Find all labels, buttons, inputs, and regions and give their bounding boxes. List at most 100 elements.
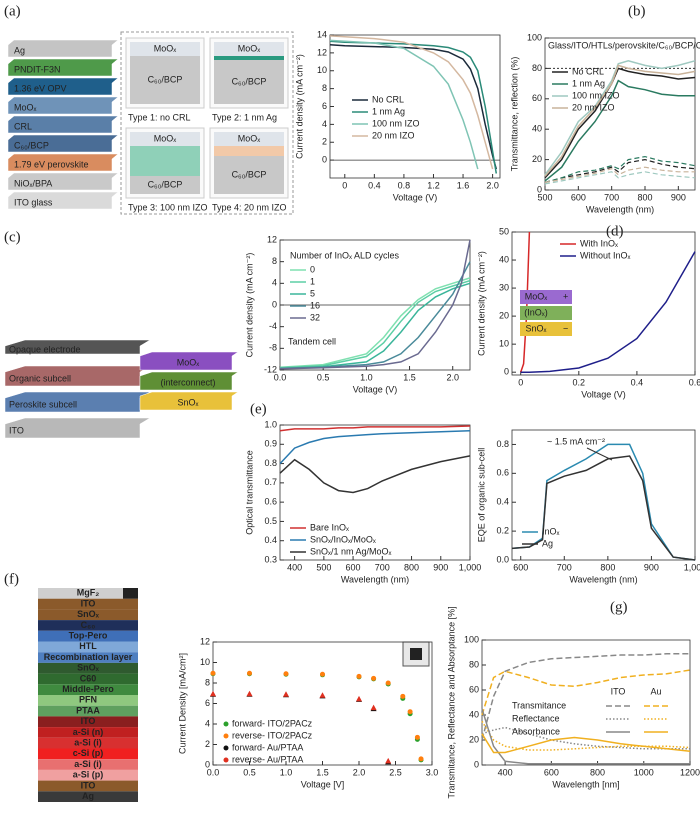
- inset-layer: [520, 306, 572, 320]
- layer-label: ITO: [81, 716, 96, 726]
- stack-layer: [4, 417, 151, 439]
- point: [356, 673, 362, 679]
- layer-label: 1.36 eV OPV: [14, 83, 67, 93]
- stack-layer: [38, 684, 138, 695]
- y-tick-label: 40: [499, 254, 509, 264]
- stack-layer: [38, 705, 138, 717]
- plot-frame: [511, 429, 696, 561]
- y-tick-label: 0: [474, 759, 479, 769]
- stack-layer: [4, 339, 151, 355]
- layer-label: SnOₓ: [178, 397, 199, 407]
- stack-layer: [7, 96, 119, 115]
- layer-label: C₆₀/BCP: [14, 140, 49, 150]
- legend-label: 20 nm IZO: [372, 130, 415, 140]
- layer-label: C₆₀/BCP: [232, 76, 267, 86]
- layer-label: Ag: [82, 791, 94, 801]
- stack-layer: [38, 791, 138, 802]
- inset-label: SnOₓ: [526, 323, 547, 333]
- c60-layer: [130, 176, 200, 194]
- y-tick-label: 2: [205, 739, 210, 749]
- x-tick-label: 0.2: [573, 377, 586, 387]
- c60-layer: [214, 156, 284, 194]
- series-line: [544, 60, 696, 176]
- series-line: [279, 455, 471, 494]
- x-tick-label: 600: [346, 562, 361, 572]
- y-tick-label: 0.5: [264, 516, 277, 526]
- layer-label: ITO: [81, 598, 96, 608]
- y-tick-label: 6: [322, 101, 327, 111]
- y-tick-label: 6: [205, 698, 210, 708]
- type-caption: Type 1: no CRL: [128, 112, 191, 122]
- x-tick-label: 0.5: [317, 372, 330, 382]
- legend-label: forward- ITO/2PACz: [232, 718, 313, 728]
- annotation: Tandem cell: [288, 336, 336, 346]
- device-photo-inner: [410, 648, 422, 660]
- y-tick-label: 2: [322, 137, 327, 147]
- x-tick-label: 800: [637, 192, 652, 202]
- series-line: [520, 251, 696, 373]
- y-tick-label: 80: [469, 659, 479, 669]
- layer-label: C₆₀: [81, 620, 96, 630]
- stack-layer: [38, 780, 138, 792]
- y-axis-label: Current density (mA cm⁻²): [476, 251, 486, 356]
- inset-layer: [520, 322, 572, 336]
- x-tick-label: 800: [600, 562, 615, 572]
- legend-label: Bare InOₓ: [310, 522, 349, 532]
- y-tick-label: 0.3: [264, 554, 277, 564]
- inset-layer: [520, 290, 572, 304]
- crl-layer: [130, 146, 200, 176]
- layer-label: C₆₀/BCP: [148, 179, 183, 189]
- stack-layer: [38, 695, 138, 706]
- crl-layer: [214, 146, 284, 156]
- plot-frame: [544, 37, 696, 191]
- layer-label: MoOₓ: [177, 357, 200, 367]
- stack-layer: [38, 716, 138, 728]
- x-tick-label: 1.5: [403, 372, 416, 382]
- y-tick-label: 0.2: [496, 525, 509, 535]
- interconnect-layer: [139, 391, 239, 411]
- legend-label: 5: [310, 288, 315, 298]
- point: [356, 695, 362, 702]
- y-tick-label: 0.7: [264, 477, 277, 487]
- x-tick-label: 1.2: [427, 180, 440, 190]
- y-tick-label: 0: [205, 759, 210, 769]
- point: [247, 670, 252, 676]
- y-tick-label: 0.6: [264, 497, 277, 507]
- x-tick-label: 700: [557, 562, 572, 572]
- series-line: [329, 39, 479, 170]
- point: [320, 671, 325, 677]
- x-tick-label: 0.4: [368, 180, 381, 190]
- layer-label: SnOₓ: [77, 609, 100, 619]
- series-line: [279, 277, 471, 369]
- y-tick-label: 0.6: [496, 468, 509, 478]
- side-label: Ag: [125, 588, 136, 598]
- stack-layer: [7, 172, 119, 191]
- layer-label: Recombination layer: [44, 652, 133, 662]
- y-tick-label: 0: [322, 155, 327, 165]
- panel-label: (e): [250, 401, 267, 417]
- layer-label: MoOₓ: [238, 43, 261, 53]
- x-axis-label: Wavelength (nm): [586, 204, 654, 214]
- reflection-line: [544, 155, 696, 183]
- inset-label: MoOₓ: [525, 291, 548, 301]
- y-tick-label: 40: [469, 709, 479, 719]
- x-tick-label: 400: [287, 562, 302, 572]
- plot-frame: [279, 424, 471, 561]
- series-line: [544, 64, 696, 177]
- legend-row: Absorbance: [512, 726, 560, 736]
- y-tick-label: 50: [499, 226, 509, 236]
- x-axis-label: Voltage [V]: [301, 779, 345, 789]
- x-tick-label: 900: [433, 562, 448, 572]
- point: [283, 691, 289, 697]
- layer-label: Ag: [14, 45, 25, 55]
- x-tick-label: 400: [498, 767, 513, 777]
- x-tick-label: 500: [537, 192, 552, 202]
- series-line: [481, 726, 690, 750]
- x-axis-label: Voltage (V): [353, 384, 398, 394]
- layer-label: a-Si (n): [73, 727, 104, 737]
- x-tick-label: 2.5: [389, 767, 402, 777]
- series-line: [279, 239, 471, 370]
- series-line: [279, 430, 471, 465]
- inset-label: (InOₓ): [524, 307, 547, 317]
- x-tick-label: 500: [316, 562, 331, 572]
